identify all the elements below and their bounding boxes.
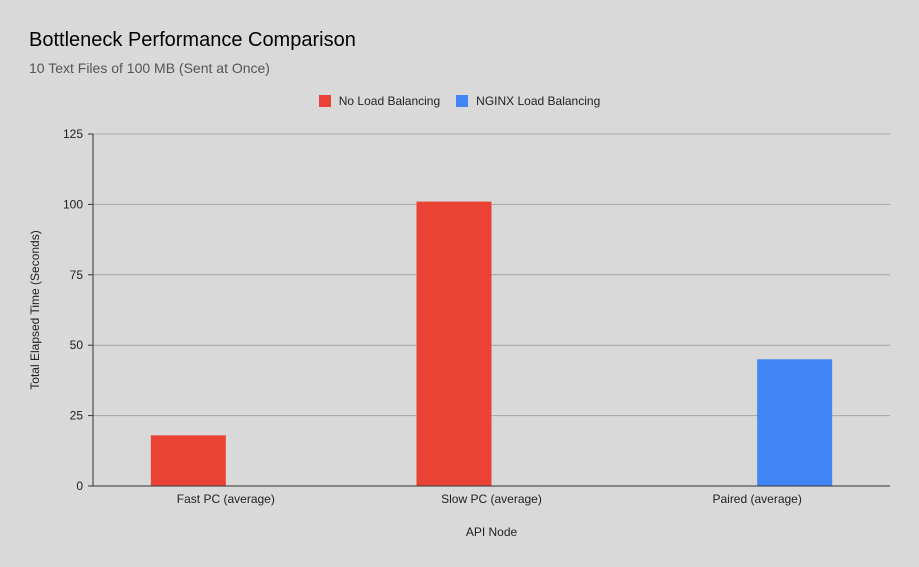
legend-swatch bbox=[456, 95, 469, 107]
legend: No Load Balancing NGINX Load Balancing bbox=[0, 94, 919, 108]
bar[interactable] bbox=[150, 435, 226, 486]
y-tick-label: 125 bbox=[63, 127, 83, 141]
y-tick-label: 75 bbox=[70, 268, 84, 282]
legend-item-nginx-load-balancing[interactable]: NGINX Load Balancing bbox=[456, 94, 600, 108]
x-axis-ticks: Fast PC (average) Slow PC (average) Paired… bbox=[177, 492, 802, 506]
bars bbox=[150, 201, 833, 487]
x-tick-label: Paired (average) bbox=[712, 492, 801, 506]
x-tick-label: Slow PC (average) bbox=[441, 492, 542, 506]
y-tick-label: 25 bbox=[70, 409, 84, 423]
y-tick-label: 0 bbox=[76, 479, 83, 493]
y-axis-ticks: 0 25 50 75 100 125 bbox=[63, 127, 93, 493]
y-axis-label: Total Elapsed Time (Seconds) bbox=[28, 230, 42, 389]
y-tick-label: 50 bbox=[70, 338, 84, 352]
x-tick-label: Fast PC (average) bbox=[177, 492, 275, 506]
chart-title: Bottleneck Performance Comparison bbox=[29, 29, 356, 51]
legend-item-no-load-balancing[interactable]: No Load Balancing bbox=[318, 94, 441, 108]
chart-subtitle: 10 Text Files of 100 MB (Sent at Once) bbox=[29, 60, 270, 76]
legend-label: No Load Balancing bbox=[338, 94, 441, 108]
legend-swatch bbox=[318, 95, 331, 107]
bar[interactable] bbox=[757, 359, 833, 486]
legend-label: NGINX Load Balancing bbox=[476, 94, 601, 108]
bar[interactable] bbox=[416, 201, 492, 487]
y-tick-label: 100 bbox=[63, 197, 83, 211]
x-axis-label: API Node bbox=[466, 525, 518, 539]
